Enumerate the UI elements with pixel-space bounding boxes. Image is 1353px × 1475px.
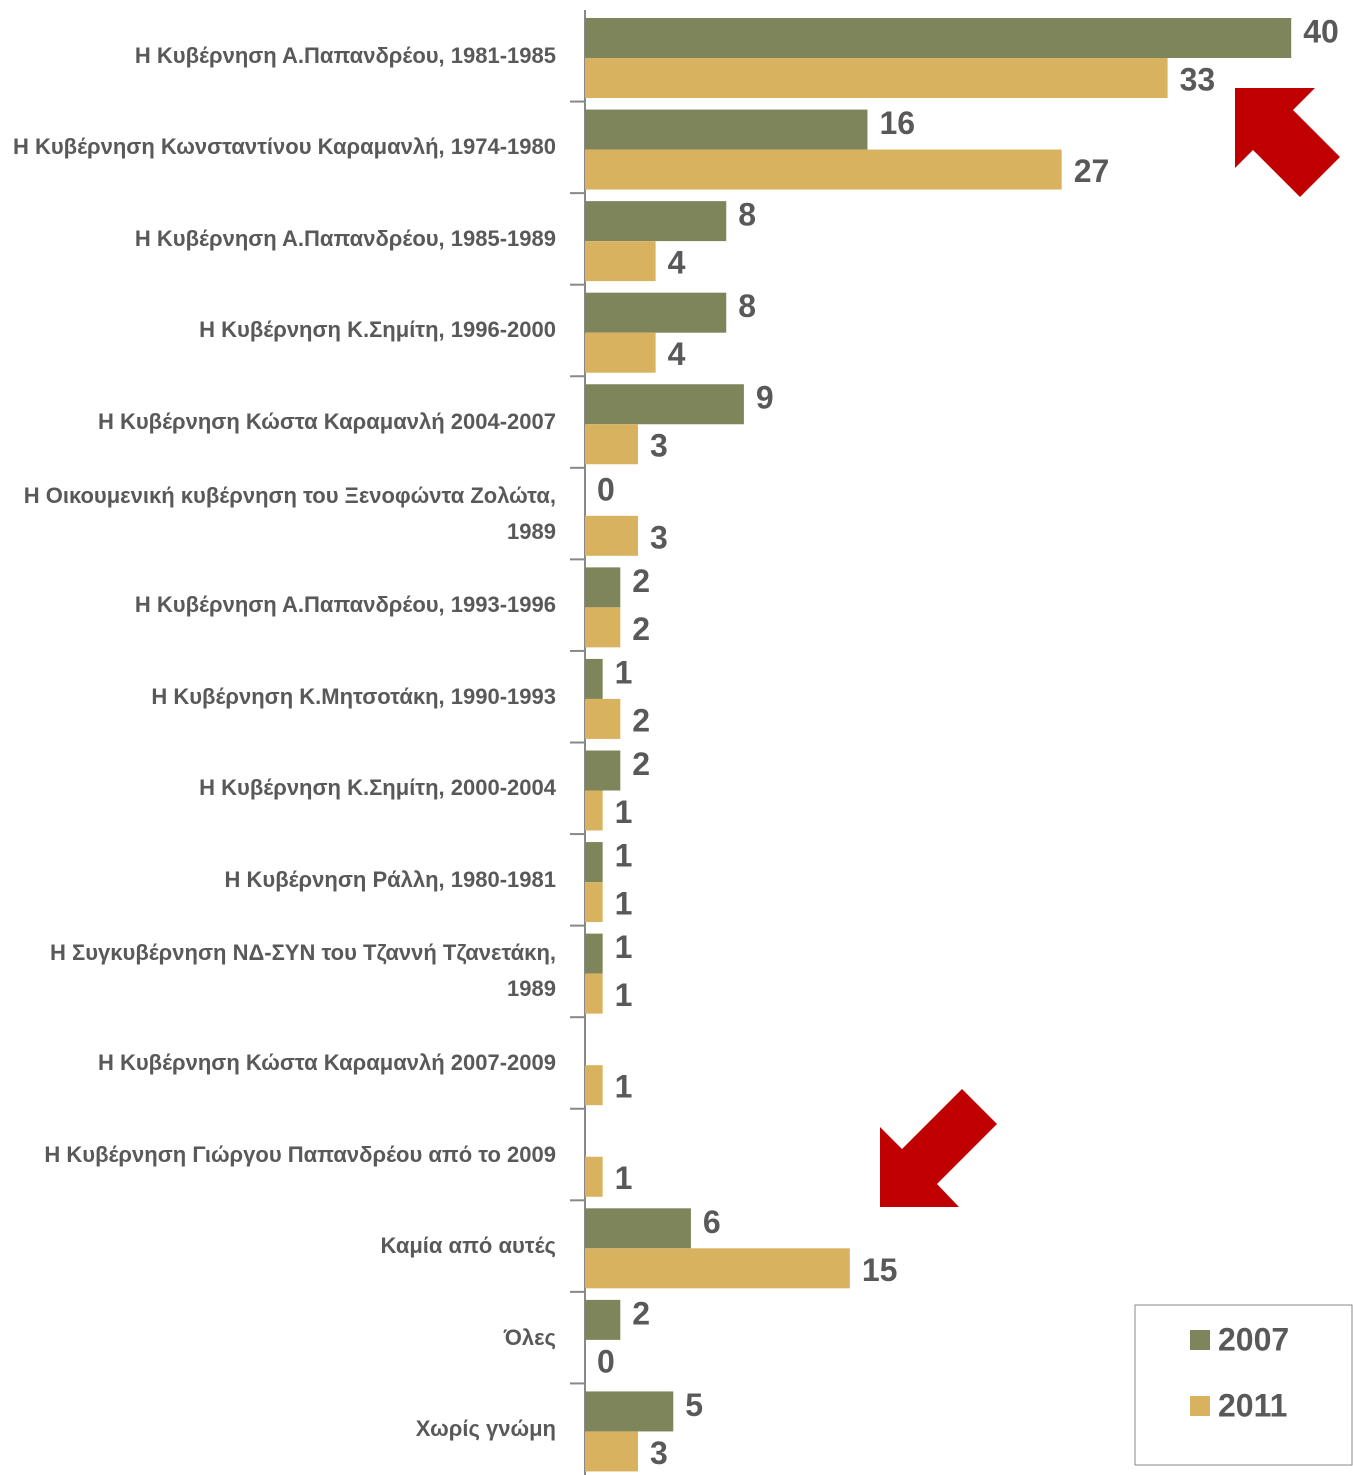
bar — [585, 842, 603, 883]
bar — [585, 18, 1292, 58]
bar — [585, 292, 727, 333]
category-label: Η Κυβέρνηση Γιώργου Παπανδρέου από το 20… — [44, 1141, 556, 1167]
bar — [585, 567, 621, 608]
legend-swatch — [1190, 1330, 1210, 1350]
category-label: Η Οικουμενική κυβέρνηση του Ξενοφώντα Ζο… — [23, 482, 556, 544]
category-label: Η Κυβέρνηση Κώστα Καραμανλή 2004-2007 — [97, 409, 556, 435]
legend-label: 2011 — [1218, 1387, 1287, 1423]
data-label: 8 — [738, 288, 756, 324]
data-label: 0 — [597, 471, 615, 507]
data-label: 2 — [632, 702, 650, 738]
bar — [585, 515, 638, 556]
bar — [585, 332, 656, 373]
bar — [585, 973, 603, 1014]
bar — [585, 149, 1062, 190]
arrow — [1235, 88, 1340, 197]
bar — [585, 1248, 850, 1289]
bar — [585, 1065, 603, 1106]
data-label: 1 — [615, 654, 633, 690]
bar — [585, 58, 1168, 98]
category-label: Η Κυβέρνηση Α.Παπανδρέου, 1985-1989 — [134, 225, 556, 251]
bar — [585, 109, 868, 150]
category-label: Η Κυβέρνηση Α.Παπανδρέου, 1993-1996 — [134, 592, 556, 618]
legend-label: 2007 — [1218, 1321, 1289, 1357]
data-label: 1 — [615, 886, 633, 922]
data-label: 1 — [615, 929, 633, 965]
bar — [585, 790, 603, 831]
bar — [585, 384, 744, 425]
bar — [585, 1391, 674, 1432]
data-label: 40 — [1303, 13, 1339, 49]
category-label: Η Κυβέρνηση Κ.Σημίτη, 2000-2004 — [199, 775, 556, 801]
data-label: 2 — [632, 611, 650, 647]
data-label: 3 — [650, 428, 668, 464]
data-label: 1 — [615, 838, 633, 874]
data-label: 33 — [1180, 61, 1216, 97]
legend-swatch — [1190, 1396, 1210, 1416]
bar — [585, 607, 621, 648]
category-label: Η Κυβέρνηση Κώστα Καραμανλή 2007-2009 — [97, 1049, 556, 1075]
data-label: 1 — [615, 794, 633, 830]
bar — [585, 1431, 638, 1472]
category-label: Καμία από αυτές — [380, 1233, 556, 1259]
category-label: Η Κυβέρνηση Κ.Σημίτη, 1996-2000 — [199, 317, 556, 343]
data-label: 0 — [597, 1343, 615, 1379]
bar — [585, 201, 727, 242]
bar — [585, 241, 656, 282]
data-label: 1 — [615, 1069, 633, 1105]
data-label: 2 — [632, 746, 650, 782]
data-label: 2 — [632, 563, 650, 599]
data-label: 1 — [615, 1160, 633, 1196]
category-label: Η Κυβέρνηση Κωνσταντίνου Καραμανλή, 1974… — [12, 134, 556, 160]
bar — [585, 1156, 603, 1197]
data-label: 15 — [862, 1252, 898, 1288]
data-label: 4 — [668, 336, 686, 372]
data-label: 8 — [738, 197, 756, 233]
bar — [585, 750, 621, 791]
category-label: Χωρίς γνώμη — [415, 1416, 556, 1442]
bar — [585, 1299, 621, 1340]
data-label: 2 — [632, 1295, 650, 1331]
bar — [585, 698, 621, 739]
data-label: 6 — [703, 1204, 721, 1240]
data-label: 3 — [650, 1435, 668, 1471]
category-label: Η Κυβέρνηση Ράλλη, 1980-1981 — [224, 866, 556, 892]
legend-box — [1134, 1304, 1353, 1466]
data-label: 1 — [615, 977, 633, 1013]
category-label: Η Συγκυβέρνηση ΝΔ-ΣΥΝ του Τζαννή Τζανετά… — [50, 940, 556, 1002]
bar — [585, 882, 603, 923]
bar — [585, 1208, 691, 1249]
bar — [585, 933, 603, 974]
data-label: 16 — [879, 105, 915, 141]
data-label: 9 — [756, 380, 774, 416]
data-label: 3 — [650, 519, 668, 555]
bar — [585, 424, 638, 465]
arrow — [880, 1089, 997, 1207]
data-label: 4 — [668, 245, 686, 281]
data-label: 27 — [1074, 153, 1110, 189]
category-label: Η Κυβέρνηση Κ.Μητσοτάκη, 1990-1993 — [151, 683, 556, 709]
bar — [585, 658, 603, 699]
data-label: 5 — [685, 1387, 703, 1423]
category-label: Η Κυβέρνηση Α.Παπανδρέου, 1981-1985 — [134, 42, 556, 68]
category-label: Όλες — [503, 1324, 556, 1350]
